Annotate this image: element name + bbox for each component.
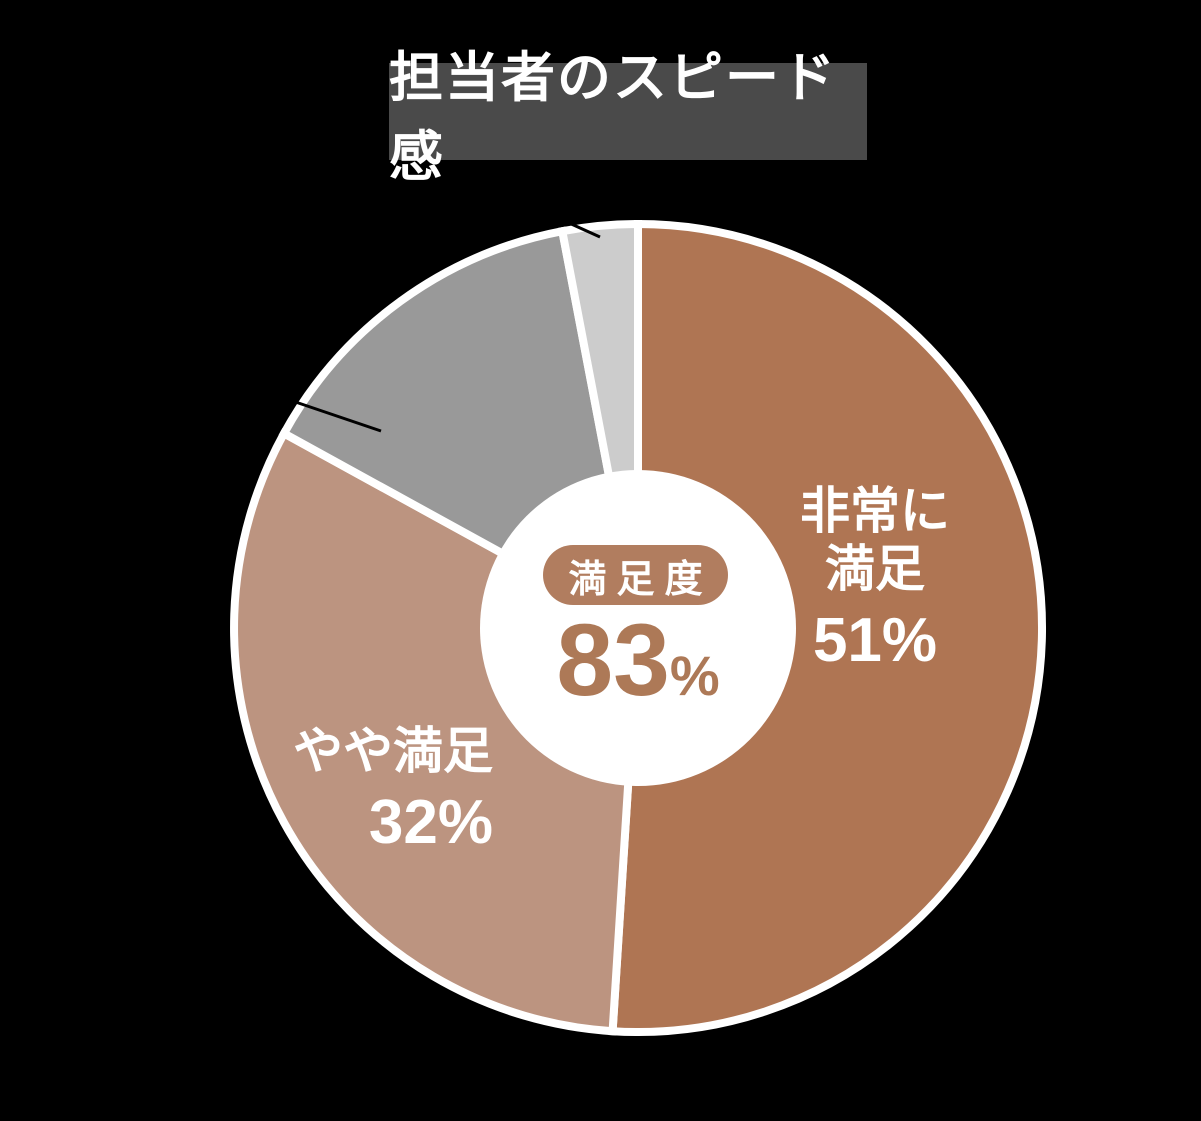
center-badge: 満足度: [543, 545, 728, 605]
leader-line-1: [265, 390, 382, 433]
pie-slice-0: [608, 219, 1046, 1036]
center-value-suffix: %: [669, 644, 720, 707]
leader-line-0: [557, 216, 601, 239]
center-value-number: 83: [556, 603, 670, 717]
center-satisfaction-value: 83%: [480, 606, 796, 745]
